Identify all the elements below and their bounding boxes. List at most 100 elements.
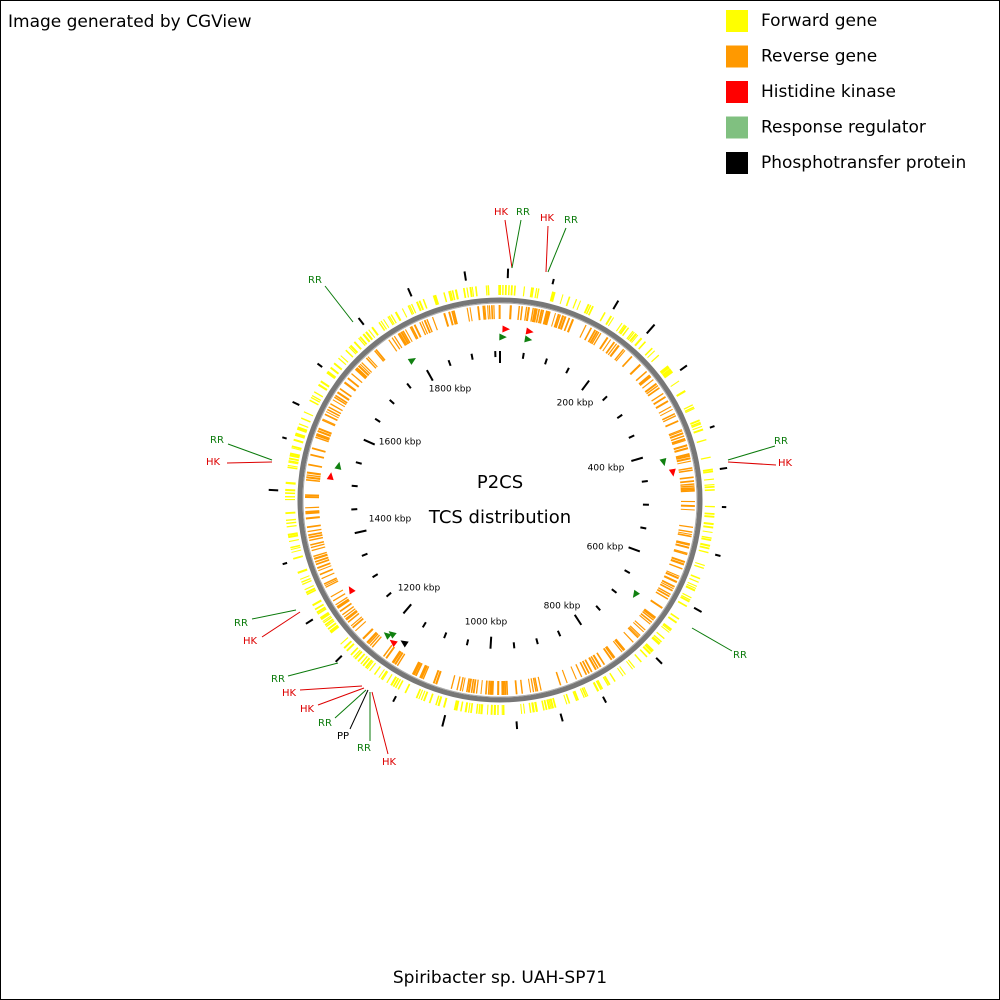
forward-gene bbox=[699, 545, 710, 550]
reverse-gene bbox=[343, 381, 357, 392]
reverse-gene bbox=[570, 666, 577, 680]
forward-gene bbox=[667, 616, 678, 624]
reverse-gene bbox=[305, 479, 321, 483]
forward-gene bbox=[300, 575, 310, 580]
reverse-gene bbox=[362, 628, 374, 640]
reverse-gene bbox=[581, 660, 590, 674]
feature-arrow bbox=[407, 357, 416, 365]
feature-arrow bbox=[502, 325, 510, 333]
reverse-gene bbox=[322, 418, 336, 426]
forward-gene bbox=[388, 315, 395, 325]
reverse-gene bbox=[414, 662, 423, 677]
forward-gene bbox=[422, 298, 428, 309]
forward-gene bbox=[704, 483, 715, 486]
reverse-gene bbox=[677, 533, 692, 538]
forward-gene bbox=[548, 698, 552, 709]
reverse-gene bbox=[470, 678, 475, 694]
reverse-gene bbox=[675, 453, 690, 459]
reverse-gene bbox=[660, 581, 674, 590]
forward-gene bbox=[690, 574, 701, 580]
reverse-gene bbox=[605, 341, 616, 354]
reverse-gene bbox=[419, 321, 427, 336]
reverse-gene bbox=[388, 339, 398, 352]
reverse-gene bbox=[509, 305, 512, 320]
forward-gene bbox=[340, 637, 349, 645]
forward-gene bbox=[420, 690, 426, 701]
reverse-gene bbox=[365, 357, 377, 369]
ruler-tick bbox=[544, 358, 548, 365]
feature-arrow bbox=[326, 472, 334, 481]
reverse-gene bbox=[346, 611, 358, 621]
reverse-gene bbox=[653, 396, 667, 406]
forward-gene bbox=[685, 585, 696, 592]
reverse-gene bbox=[332, 399, 346, 408]
reverse-gene bbox=[419, 664, 427, 679]
feature-label: RR bbox=[516, 207, 530, 218]
forward-gene bbox=[486, 704, 489, 715]
outer-tick bbox=[316, 362, 323, 368]
ruler-label: 200 kbp bbox=[557, 399, 594, 409]
forward-gene bbox=[485, 285, 488, 296]
ruler-tick bbox=[512, 642, 516, 649]
forward-gene bbox=[460, 701, 464, 712]
outer-tick bbox=[693, 606, 703, 613]
reverse-gene bbox=[371, 636, 382, 648]
reverse-gene bbox=[313, 551, 327, 558]
reverse-gene bbox=[604, 646, 615, 659]
legend-swatch bbox=[726, 45, 748, 68]
reverse-gene bbox=[678, 469, 693, 473]
reverse-gene bbox=[599, 336, 609, 350]
forward-gene bbox=[295, 432, 306, 438]
reverse-gene bbox=[411, 661, 420, 675]
reverse-gene bbox=[332, 593, 346, 602]
reverse-gene bbox=[527, 678, 532, 693]
forward-gene bbox=[626, 330, 634, 340]
forward-gene bbox=[627, 331, 635, 341]
reverse-gene bbox=[525, 307, 531, 322]
feature-label: RR bbox=[564, 215, 578, 226]
forward-gene bbox=[662, 369, 673, 378]
forward-gene bbox=[626, 661, 634, 670]
reverse-gene bbox=[469, 307, 473, 322]
reverse-gene bbox=[420, 665, 428, 679]
reverse-gene bbox=[475, 679, 479, 694]
forward-gene bbox=[644, 347, 653, 356]
reverse-gene bbox=[669, 563, 683, 570]
forward-gene bbox=[312, 599, 322, 607]
reverse-gene bbox=[651, 392, 664, 402]
reverse-gene bbox=[318, 565, 332, 572]
reverse-gene bbox=[524, 306, 528, 321]
reverse-gene bbox=[634, 620, 646, 631]
forward-gene bbox=[682, 592, 692, 599]
reverse-gene bbox=[607, 343, 618, 356]
reverse-gene bbox=[588, 657, 597, 671]
reverse-gene bbox=[466, 678, 470, 693]
forward-gene bbox=[462, 287, 467, 299]
forward-gene bbox=[313, 391, 324, 398]
outer-tick bbox=[559, 713, 564, 722]
reverse-gene bbox=[350, 616, 363, 627]
reverse-gene bbox=[678, 529, 693, 533]
reverse-gene bbox=[673, 550, 688, 556]
forward-gene bbox=[563, 694, 568, 705]
forward-gene bbox=[310, 396, 321, 403]
reverse-gene bbox=[450, 675, 456, 689]
forward-gene bbox=[700, 542, 711, 547]
forward-gene bbox=[662, 622, 673, 631]
reverse-gene bbox=[642, 610, 655, 621]
feature-leader bbox=[324, 285, 354, 323]
reverse-gene bbox=[676, 454, 691, 460]
legend-swatch bbox=[726, 10, 748, 32]
ruler-tick bbox=[602, 395, 608, 402]
reverse-gene bbox=[314, 556, 329, 563]
reverse-gene bbox=[680, 485, 695, 488]
reverse-gene bbox=[305, 511, 320, 515]
reverse-gene bbox=[421, 321, 429, 335]
reverse-gene bbox=[590, 655, 599, 669]
feature-leader bbox=[317, 687, 365, 706]
reverse-gene bbox=[647, 387, 660, 397]
reverse-gene bbox=[402, 330, 411, 344]
reverse-gene bbox=[614, 348, 625, 361]
reverse-gene bbox=[656, 588, 670, 598]
reverse-gene bbox=[680, 489, 695, 493]
